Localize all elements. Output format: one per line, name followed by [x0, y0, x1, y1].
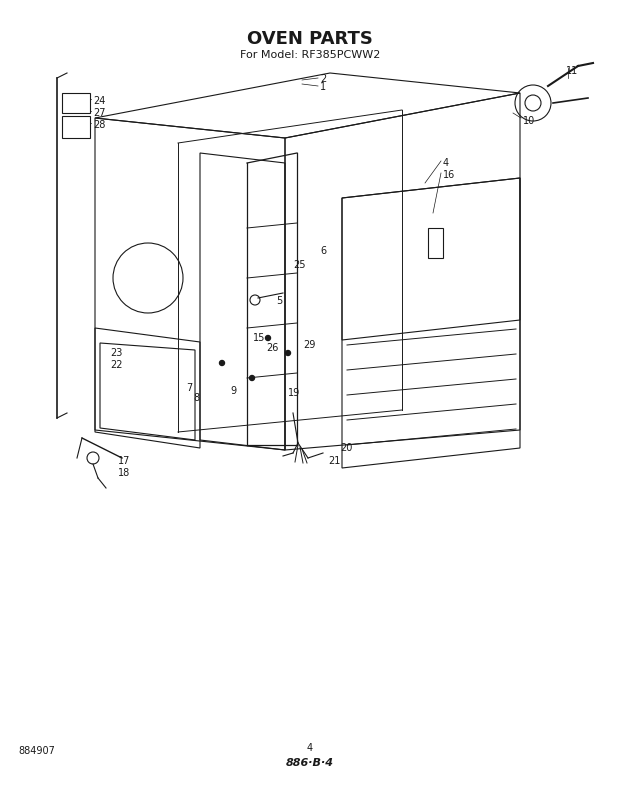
Text: 16: 16	[443, 170, 455, 180]
Text: 27: 27	[93, 108, 105, 118]
Circle shape	[285, 351, 291, 355]
Text: 18: 18	[118, 468, 130, 478]
Text: 15: 15	[253, 333, 265, 343]
Text: 26: 26	[266, 343, 278, 353]
Text: 886·B·4: 886·B·4	[286, 758, 334, 768]
Text: 19: 19	[288, 388, 300, 398]
Bar	[428, 228, 443, 258]
Text: 21: 21	[328, 456, 340, 466]
Text: 4: 4	[443, 158, 449, 168]
Text: 23: 23	[110, 348, 122, 358]
Text: 10: 10	[523, 116, 535, 126]
Text: 28: 28	[93, 120, 105, 130]
Text: 11: 11	[566, 66, 578, 76]
Text: 24: 24	[93, 96, 105, 106]
Bar	[62, 93, 90, 113]
Text: 17: 17	[118, 456, 130, 466]
Text: 9: 9	[230, 386, 236, 396]
Text: 4: 4	[307, 743, 313, 753]
Text: 2: 2	[320, 74, 326, 84]
Text: 25: 25	[293, 260, 306, 270]
Text: 884907: 884907	[18, 746, 55, 756]
Text: 6: 6	[320, 246, 326, 256]
Text: 5: 5	[276, 296, 282, 306]
Circle shape	[219, 360, 224, 366]
Text: 8: 8	[193, 393, 199, 403]
Text: 1: 1	[320, 82, 326, 92]
Text: 29: 29	[303, 340, 316, 350]
Circle shape	[249, 376, 254, 381]
Text: 20: 20	[340, 443, 352, 453]
Bar	[62, 116, 90, 138]
Circle shape	[265, 336, 270, 340]
Circle shape	[250, 295, 260, 305]
Text: For Model: RF385PCWW2: For Model: RF385PCWW2	[240, 50, 380, 60]
Text: OVEN PARTS: OVEN PARTS	[247, 30, 373, 48]
Text: 7: 7	[186, 383, 192, 393]
Text: 22: 22	[110, 360, 123, 370]
